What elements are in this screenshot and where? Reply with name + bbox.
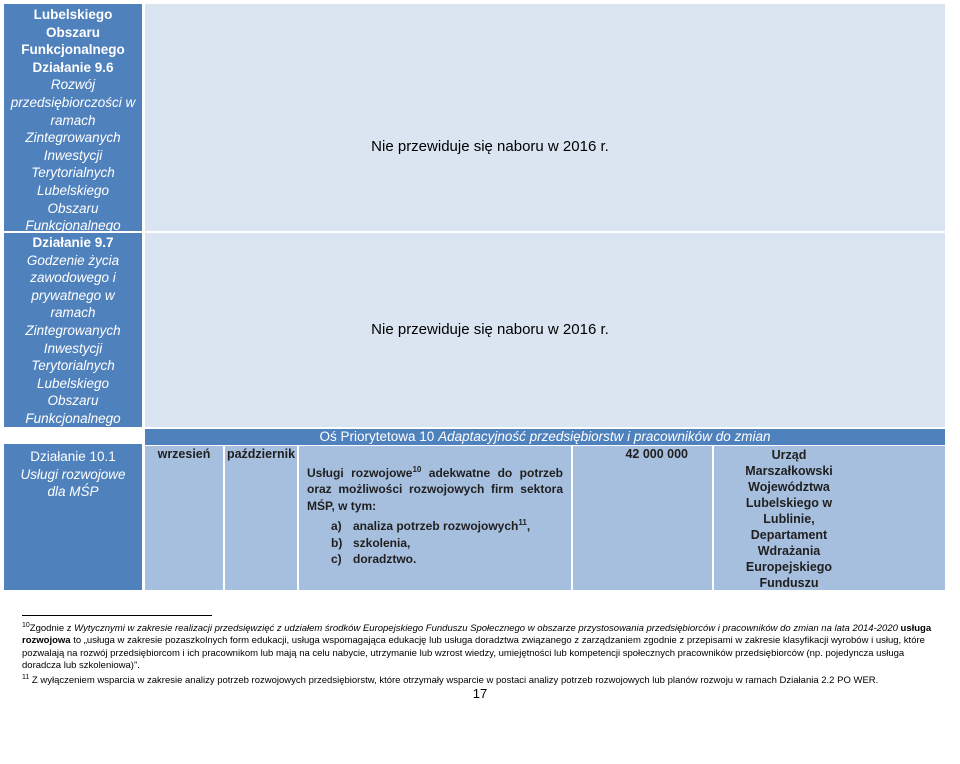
footnote-10-number: 10: [22, 622, 30, 629]
start-month: wrzesień: [157, 447, 211, 461]
action-10-1-number: Działanie 10.1: [30, 449, 116, 464]
allocation-amount: 42 000 000: [625, 447, 688, 461]
institution-line: Urząd: [771, 448, 807, 462]
label-line: Terytorialnych: [31, 165, 115, 181]
footnote-10-rest: to „usługa w zakresie pozaszkolnych form…: [22, 635, 925, 671]
institution-line: Europejskiego: [745, 560, 833, 574]
label-line: Godzenie życia: [26, 252, 120, 268]
institution-block: Urząd Marszałkowski Województwa Lubelskiego…: [714, 447, 864, 591]
list-tail: ,: [526, 519, 531, 534]
label-line: Działanie 9.7: [32, 235, 114, 250]
institution-line: Województwa: [748, 480, 830, 494]
action-10-1-description-cell: Usługi rozwojowe10 adekwatne do potrzeb …: [299, 446, 571, 590]
action-10-1-start-month-cell: wrzesień: [145, 446, 223, 590]
action-9-6-content-cell: Nie przewiduje się naboru w 2016 r.: [145, 4, 945, 231]
priority-axis-title: Adaptacyjność przedsiębiorstw i pracowni…: [438, 429, 771, 444]
list-marker: b): [331, 535, 343, 550]
description-list-item: c) doradztwo.: [307, 551, 563, 567]
label-line: przedsiębiorczości w: [10, 94, 136, 110]
priority-axis-prefix: Oś Priorytetowa 10: [319, 429, 439, 444]
action-10-1-institution-cell: Urząd Marszałkowski Województwa Lubelskiego…: [714, 446, 945, 590]
label-line: zawodowego i: [30, 270, 116, 286]
list-marker: a): [331, 519, 342, 534]
label-line: Rozwój: [50, 77, 96, 93]
action-10-1-label-cell: Działanie 10.1 Usługi rozwojowe dla MŚP: [4, 444, 142, 590]
label-line: Lubelskiego: [33, 7, 113, 22]
description-part2: adekwatne do potrzeb oraz możliwości roz…: [307, 466, 563, 513]
institution-line: Lublinie,: [763, 512, 815, 526]
action-9-6-label-cell: Lubelskiego Obszaru Funkcjonalnego Działani…: [4, 4, 142, 233]
label-line: Inwestycji: [43, 340, 103, 356]
description-list: a) analiza potrzeb rozwojowych11, b) szkole…: [307, 515, 563, 567]
footnote-ref-11: 11: [518, 518, 527, 528]
label-line: Obszaru: [45, 24, 100, 40]
label-line: Lubelskiego: [36, 182, 110, 198]
institution-line: Funduszu: [759, 576, 819, 590]
label-line: Działanie 9.6: [32, 59, 114, 75]
list-text: doradztwo.: [353, 552, 417, 567]
footnote-ref-10: 10: [412, 465, 422, 474]
footnote-separator: [22, 615, 212, 616]
action-10-1-amount-cell: 42 000 000: [573, 446, 712, 590]
footnote-10: 10Zgodnie z Wytycznymi w zakresie realiz…: [22, 620, 940, 672]
action-9-7-content-cell: Nie przewiduje się naboru w 2016 r.: [145, 233, 945, 427]
no-call-notice-9-7: Nie przewiduje się naboru w 2016 r.: [371, 321, 609, 338]
list-marker: c): [331, 552, 342, 567]
list-text: analiza potrzeb rozwojowych: [353, 519, 519, 534]
label-line: Funkcjonalnego: [25, 218, 121, 234]
institution-line: Marszałkowski: [745, 464, 833, 478]
label-line: Zintegrowanych: [25, 130, 121, 146]
priority-axis-10-header: Oś Priorytetowa 10 Adaptacyjność przedsi…: [145, 429, 945, 445]
description-paragraph: Usługi rozwojowe10 adekwatne do potrzeb …: [307, 462, 563, 514]
list-text: szkolenia,: [353, 535, 411, 550]
footnote-10-intro: Zgodnie z: [29, 623, 75, 635]
description-part1: Usługi rozwojowe: [307, 466, 413, 480]
label-line: Obszaru: [47, 200, 99, 216]
action-10-1-name-line1: Usługi rozwojowe: [20, 466, 126, 482]
label-line: Zintegrowanych: [25, 322, 121, 338]
label-line: Funkcjonalnego: [21, 42, 125, 58]
institution-line: Wdrażania: [757, 544, 821, 558]
description-list-item: a) analiza potrzeb rozwojowych11,: [307, 515, 563, 534]
description-list-item: b) szkolenia,: [307, 535, 563, 551]
label-line: Obszaru: [47, 393, 99, 409]
label-line: Funkcjonalnego: [25, 410, 121, 426]
label-line: ramach: [50, 305, 96, 321]
page-number: 17: [472, 686, 488, 701]
end-month: październik: [226, 447, 296, 461]
footnote-10-italic: Wytycznymi w zakresie realizacji przedsi…: [74, 623, 898, 635]
footnote-11: 11 Z wyłączeniem wsparcia w zakresie ana…: [22, 672, 940, 687]
action-10-1-end-month-cell: październik: [225, 446, 297, 590]
footnote-11-text: Z wyłączeniem wsparcia w zakresie analiz…: [29, 675, 879, 687]
label-line: Lubelskiego: [36, 375, 110, 391]
action-10-1-name-line2: dla MŚP: [47, 484, 99, 500]
label-line: ramach: [50, 112, 96, 128]
institution-line: Lubelskiego w: [745, 496, 833, 510]
institution-line: Departament: [750, 528, 828, 542]
footnote-11-number: 11: [22, 674, 30, 681]
footnote-10-bold: usługa rozwojowa: [22, 623, 932, 647]
label-line: prywatnego w: [31, 287, 115, 303]
label-line: Inwestycji: [43, 147, 103, 163]
no-call-notice-9-6: Nie przewiduje się naboru w 2016 r.: [371, 138, 609, 155]
label-line: Terytorialnych: [31, 358, 115, 374]
